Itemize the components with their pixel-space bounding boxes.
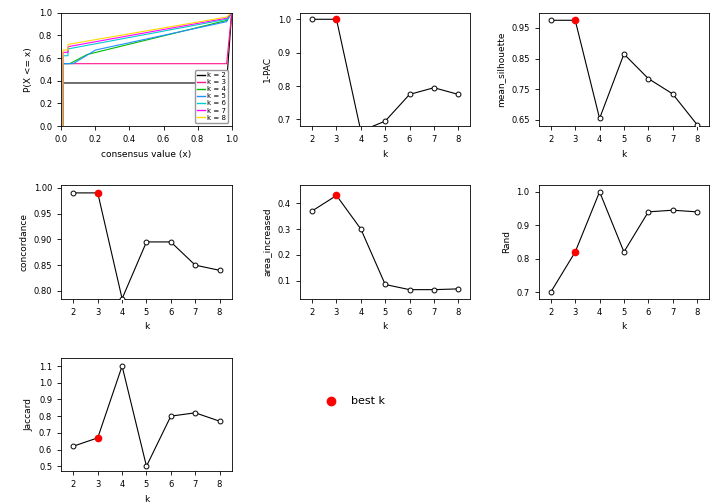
Y-axis label: Jaccard: Jaccard (24, 398, 33, 431)
X-axis label: k: k (621, 322, 626, 331)
Y-axis label: Rand: Rand (502, 230, 511, 254)
Y-axis label: concordance: concordance (19, 213, 28, 271)
X-axis label: k: k (382, 150, 388, 159)
X-axis label: k: k (382, 322, 388, 331)
Y-axis label: 1-PAC: 1-PAC (263, 56, 272, 82)
X-axis label: consensus value (x): consensus value (x) (102, 150, 192, 159)
X-axis label: k: k (144, 495, 149, 504)
Y-axis label: mean_silhouette: mean_silhouette (497, 32, 505, 107)
X-axis label: k: k (621, 150, 626, 159)
Legend: k = 2, k = 3, k = 4, k = 5, k = 6, k = 7, k = 8: k = 2, k = 3, k = 4, k = 5, k = 6, k = 7… (194, 70, 228, 122)
Y-axis label: P(X <= x): P(X <= x) (24, 47, 33, 92)
Y-axis label: area_increased: area_increased (263, 208, 272, 276)
Text: best k: best k (351, 396, 385, 406)
X-axis label: k: k (144, 322, 149, 331)
